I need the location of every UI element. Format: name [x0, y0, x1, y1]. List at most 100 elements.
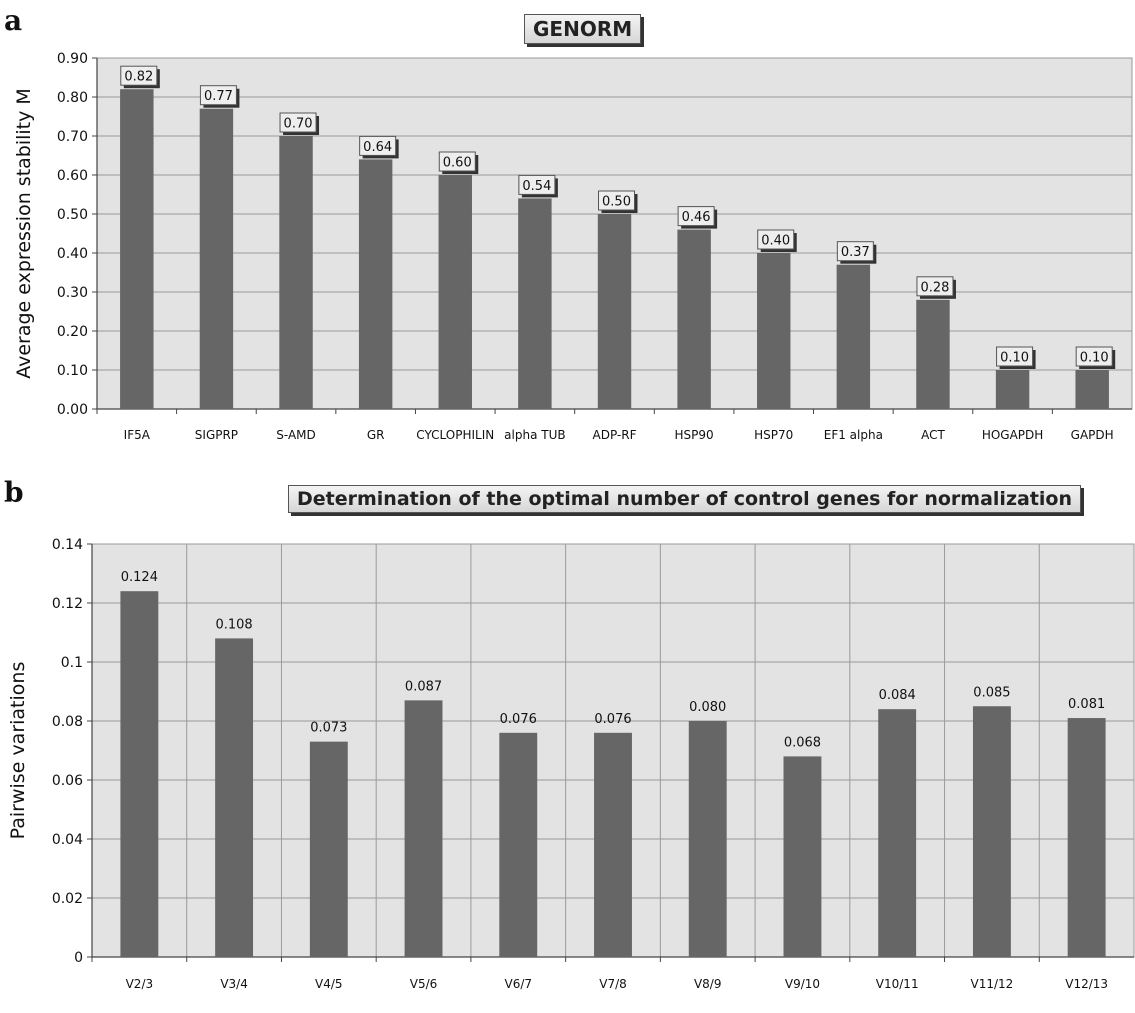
data-label-box [757, 229, 795, 250]
data-label: 0.068 [784, 735, 821, 750]
y-tick-label: 0.1 [61, 655, 83, 671]
bar [120, 89, 154, 409]
data-label: 0.70 [284, 117, 313, 132]
y-tick-label: 0.04 [52, 832, 83, 848]
bar [499, 732, 538, 957]
data-label: 0.60 [443, 156, 472, 171]
y-tick-label: 0.60 [57, 168, 88, 184]
x-tick-label: HSP90 [675, 428, 714, 442]
x-tick-label: IF5A [124, 428, 151, 442]
x-tick-label: CYCLOPHILIN [416, 428, 494, 442]
data-label: 0.82 [124, 70, 153, 85]
data-label: 0.080 [689, 700, 726, 715]
data-label: 0.37 [841, 245, 870, 260]
bar [404, 700, 443, 957]
data-label-box [598, 190, 635, 211]
bar [518, 198, 552, 409]
y-tick-label: 0.14 [52, 537, 83, 553]
bar [597, 214, 632, 409]
y-tick-label: 0.70 [57, 129, 88, 145]
data-label: 0.081 [1068, 697, 1105, 712]
bar [995, 370, 1030, 409]
x-tick-label: HSP70 [754, 428, 793, 442]
bar [972, 706, 1011, 957]
y-tick-label: 0.02 [52, 891, 83, 907]
y-tick-label: 0.90 [57, 51, 88, 67]
x-tick-label: alpha TUB [504, 428, 565, 442]
data-label: 0.10 [1080, 351, 1109, 366]
y-axis-title: Average expression stability M [13, 88, 35, 379]
y-tick-label: 0.00 [57, 402, 88, 418]
data-label: 0.073 [310, 721, 347, 736]
y-tick-label: 0.50 [57, 207, 88, 223]
data-label-box [518, 174, 556, 195]
data-label: 0.076 [594, 712, 631, 727]
y-tick-label: 0 [74, 950, 83, 966]
y-tick-label: 0.30 [57, 285, 88, 301]
data-label-box [438, 151, 476, 172]
y-tick-label: 0.10 [57, 363, 88, 379]
data-label-box [996, 346, 1034, 367]
bar [836, 264, 871, 409]
x-tick-label: GAPDH [1071, 428, 1114, 442]
x-tick-label: V11/12 [971, 977, 1014, 991]
chart-b-title: Determination of the optimal number of c… [288, 485, 1081, 513]
x-tick-label: V4/5 [315, 977, 343, 991]
x-tick-label: V5/6 [410, 977, 438, 991]
data-label-box [836, 241, 874, 262]
chart-a: 0.00 0.10 0.20 0.30 0.40 0.50 0.60 0.70 0.80 0.90… [13, 51, 1133, 442]
data-label: 0.40 [761, 234, 790, 249]
chart-b: 0 0.02 0.04 0.06 0.08 0.1 0.12 0.14 0.124 V2/3 0.1… [7, 537, 1135, 991]
bar [594, 732, 632, 957]
bar [309, 741, 348, 957]
x-tick-label: ADP-RF [593, 428, 637, 442]
x-tick-label: V12/13 [1065, 977, 1108, 991]
data-label: 0.10 [1000, 351, 1029, 366]
data-label-box [677, 206, 715, 227]
bar [757, 253, 791, 409]
bar [215, 638, 254, 957]
y-tick-label: 0.20 [57, 324, 88, 340]
data-label-box [359, 135, 397, 156]
data-label: 0.124 [121, 570, 158, 585]
panel-label-a: a [4, 4, 23, 37]
data-label-box [199, 85, 237, 106]
x-tick-label: ACT [921, 428, 945, 442]
y-axis-title: Pairwise variations [7, 662, 29, 840]
x-tick-label: V7/8 [599, 977, 627, 991]
data-label: 0.50 [602, 195, 631, 210]
bar [783, 756, 822, 957]
data-label-box [120, 65, 158, 86]
data-label: 0.108 [215, 617, 252, 632]
data-label: 0.087 [405, 679, 442, 694]
bar [688, 721, 727, 957]
data-label: 0.46 [682, 210, 711, 225]
bar [916, 299, 950, 409]
data-label: 0.084 [879, 688, 916, 703]
x-tick-label: EF1 alpha [824, 428, 883, 442]
data-label-box [1075, 346, 1113, 367]
x-tick-label: V3/4 [220, 977, 248, 991]
data-label-box [916, 276, 954, 297]
y-tick-label: 0.80 [57, 90, 88, 106]
bar [438, 175, 472, 409]
x-tick-label: V2/3 [126, 977, 154, 991]
x-tick-label: V8/9 [694, 977, 722, 991]
bar [358, 159, 393, 409]
data-label: 0.77 [204, 89, 233, 104]
bar [199, 108, 234, 409]
panel-label-b: b [4, 476, 24, 509]
bar [279, 136, 313, 409]
data-label-box [279, 112, 317, 133]
x-tick-label: HOGAPDH [982, 428, 1043, 442]
x-tick-label: V9/10 [785, 977, 820, 991]
x-tick-label: SIGPRP [195, 428, 238, 442]
y-tick-label: 0.40 [57, 246, 88, 262]
x-tick-label: S-AMD [276, 428, 316, 442]
data-label: 0.28 [920, 280, 949, 295]
x-tick-label: V10/11 [876, 977, 919, 991]
y-tick-label: 0.06 [52, 773, 83, 789]
chart-a-title: GENORM [524, 14, 642, 44]
bar [1075, 370, 1109, 409]
x-tick-label: GR [367, 428, 385, 442]
